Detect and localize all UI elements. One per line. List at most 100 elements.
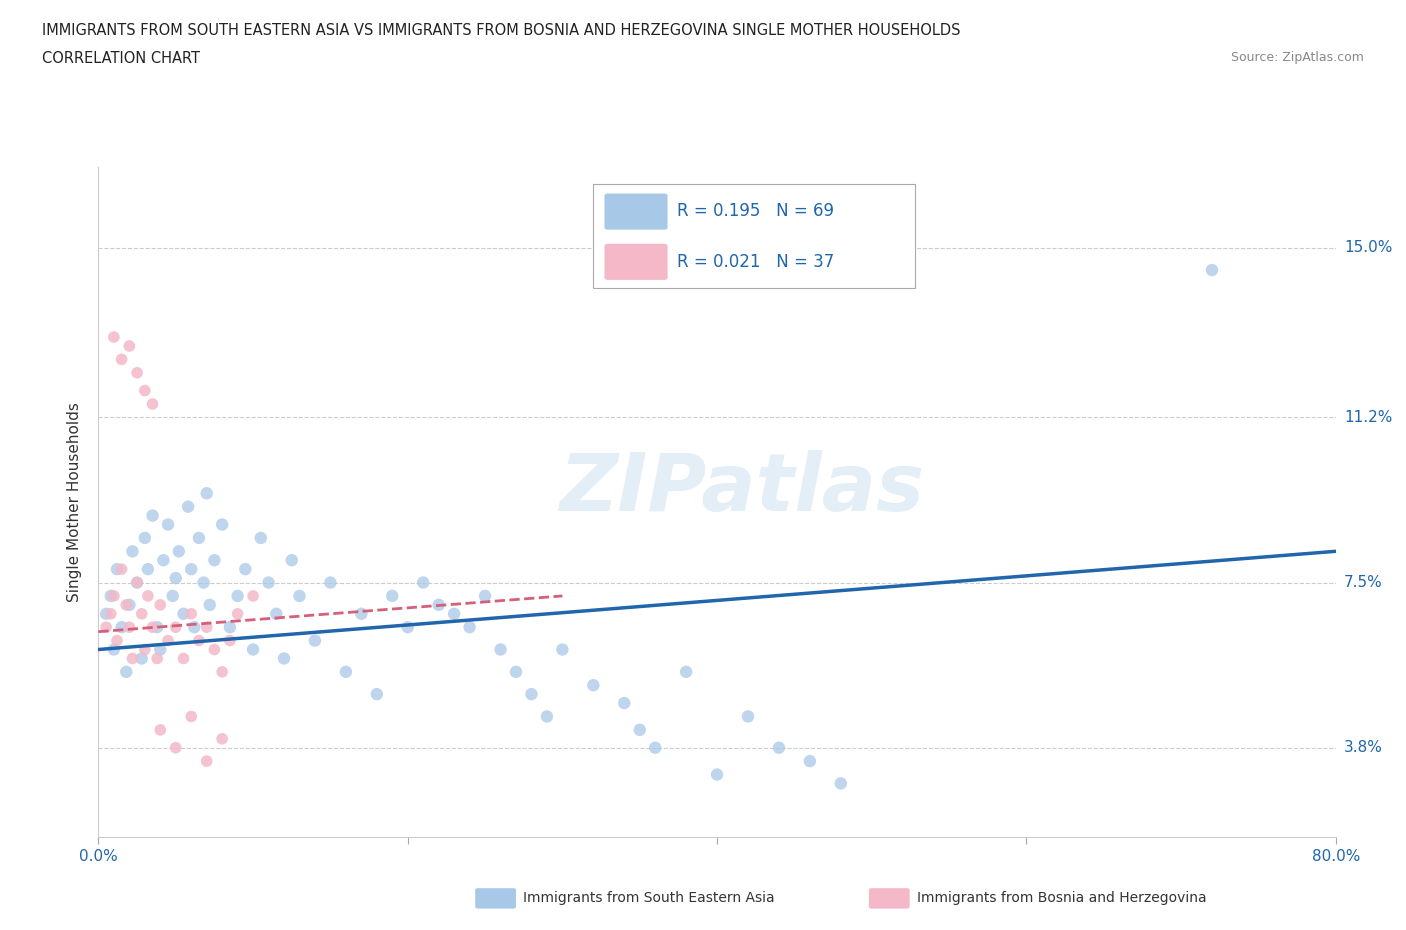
Point xyxy=(381,589,404,604)
Point xyxy=(111,619,132,634)
Point xyxy=(157,633,180,648)
Point xyxy=(443,606,465,621)
Point xyxy=(366,686,388,701)
Point xyxy=(242,589,264,604)
Point xyxy=(799,753,821,768)
Point xyxy=(319,575,342,590)
Text: IMMIGRANTS FROM SOUTH EASTERN ASIA VS IMMIGRANTS FROM BOSNIA AND HERZEGOVINA SIN: IMMIGRANTS FROM SOUTH EASTERN ASIA VS IM… xyxy=(42,23,960,38)
Text: 3.8%: 3.8% xyxy=(1344,740,1384,755)
Text: 11.2%: 11.2% xyxy=(1344,410,1392,425)
Text: R = 0.195   N = 69: R = 0.195 N = 69 xyxy=(678,202,835,219)
Point xyxy=(141,396,165,411)
Point xyxy=(458,619,481,634)
Point xyxy=(96,619,118,634)
Point xyxy=(226,606,249,621)
Text: Source: ZipAtlas.com: Source: ZipAtlas.com xyxy=(1230,51,1364,64)
FancyBboxPatch shape xyxy=(593,184,915,288)
Point xyxy=(830,776,852,790)
Point xyxy=(136,589,159,604)
Point xyxy=(177,499,200,514)
Point xyxy=(165,571,187,586)
Point xyxy=(157,517,180,532)
Point xyxy=(146,619,169,634)
Point xyxy=(304,633,326,648)
Point xyxy=(131,606,153,621)
Point xyxy=(172,606,194,621)
Point xyxy=(582,678,605,693)
Point xyxy=(118,597,141,612)
Point xyxy=(149,723,172,737)
Point xyxy=(219,619,242,634)
FancyBboxPatch shape xyxy=(605,244,668,280)
Point xyxy=(226,589,249,604)
Point xyxy=(195,619,218,634)
Point xyxy=(103,329,125,344)
Point xyxy=(489,642,512,657)
Point xyxy=(118,619,141,634)
Point xyxy=(264,606,288,621)
Point xyxy=(134,383,156,398)
Point xyxy=(131,651,153,666)
Point xyxy=(536,709,558,724)
Point xyxy=(105,633,128,648)
Point xyxy=(172,651,194,666)
Point xyxy=(183,619,205,634)
Point xyxy=(115,664,138,679)
Point xyxy=(136,562,159,577)
Point xyxy=(180,709,202,724)
Point xyxy=(706,767,728,782)
Point xyxy=(134,530,156,545)
Point xyxy=(195,485,218,500)
Point xyxy=(180,606,202,621)
FancyBboxPatch shape xyxy=(605,193,668,230)
Point xyxy=(96,606,118,621)
Point xyxy=(149,597,172,612)
Point xyxy=(211,731,233,746)
Point xyxy=(675,664,697,679)
Point xyxy=(188,633,211,648)
Text: 15.0%: 15.0% xyxy=(1344,240,1392,255)
Point xyxy=(427,597,450,612)
Point xyxy=(644,740,666,755)
Point xyxy=(118,339,141,353)
Point xyxy=(127,575,149,590)
Point xyxy=(167,544,190,559)
Point xyxy=(204,642,226,657)
Point xyxy=(288,589,311,604)
Point xyxy=(127,575,149,590)
Point xyxy=(1201,262,1223,277)
Point xyxy=(257,575,280,590)
Text: Immigrants from South Eastern Asia: Immigrants from South Eastern Asia xyxy=(523,891,775,906)
Point xyxy=(152,552,174,567)
Point xyxy=(146,651,169,666)
Point xyxy=(219,633,242,648)
Point xyxy=(737,709,759,724)
Point xyxy=(396,619,419,634)
Text: ZIPatlas: ZIPatlas xyxy=(560,450,924,528)
Point xyxy=(149,642,172,657)
Point xyxy=(103,589,125,604)
Point xyxy=(193,575,215,590)
Point xyxy=(111,352,132,366)
Point xyxy=(211,664,233,679)
Point xyxy=(211,517,233,532)
Point xyxy=(103,642,125,657)
Point xyxy=(188,530,211,545)
Point xyxy=(134,642,156,657)
Point xyxy=(551,642,574,657)
Point xyxy=(628,723,651,737)
Point xyxy=(250,530,273,545)
Point xyxy=(141,619,165,634)
Point xyxy=(165,740,187,755)
Text: R = 0.021   N = 37: R = 0.021 N = 37 xyxy=(678,253,835,271)
Point xyxy=(100,589,122,604)
Point xyxy=(127,365,149,380)
Point xyxy=(198,597,221,612)
Text: Immigrants from Bosnia and Herzegovina: Immigrants from Bosnia and Herzegovina xyxy=(917,891,1206,906)
Point xyxy=(180,562,202,577)
Point xyxy=(141,508,165,523)
Point xyxy=(195,753,218,768)
Point xyxy=(520,686,543,701)
Text: 7.5%: 7.5% xyxy=(1344,575,1382,590)
Point xyxy=(281,552,304,567)
